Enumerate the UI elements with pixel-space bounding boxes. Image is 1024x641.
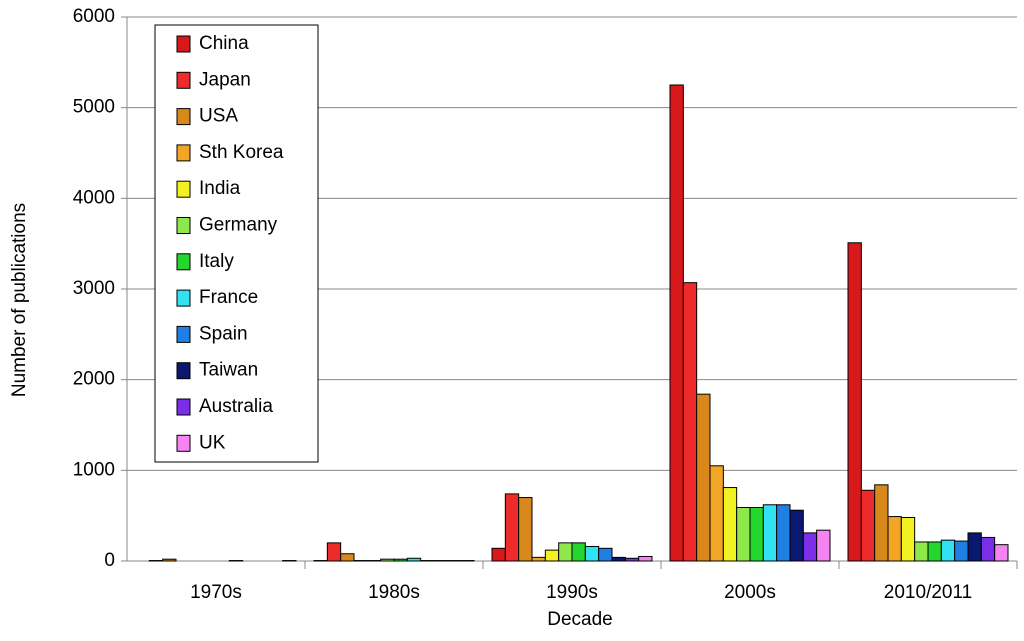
legend-label: India bbox=[199, 178, 241, 199]
x-axis-label: Decade bbox=[547, 609, 613, 630]
legend-swatch bbox=[177, 72, 190, 88]
bar bbox=[559, 543, 572, 561]
y-axis-label: Number of publications bbox=[9, 203, 30, 397]
legend-label: Australia bbox=[199, 396, 273, 417]
bar bbox=[492, 548, 505, 561]
bar bbox=[639, 556, 652, 561]
y-tick-label: 4000 bbox=[73, 187, 115, 208]
bar bbox=[723, 488, 736, 561]
bar bbox=[612, 557, 625, 561]
legend-swatch bbox=[177, 435, 190, 451]
x-tick-label: 2010/2011 bbox=[884, 582, 972, 603]
bar bbox=[572, 543, 585, 561]
bar bbox=[803, 533, 816, 561]
bar bbox=[670, 85, 683, 561]
legend-swatch bbox=[177, 326, 190, 342]
bar bbox=[381, 559, 394, 561]
x-tick-label: 1970s bbox=[190, 582, 242, 603]
bar bbox=[341, 554, 354, 561]
legend-label: Spain bbox=[199, 323, 248, 344]
x-tick-label: 1990s bbox=[546, 582, 598, 603]
bar bbox=[763, 505, 776, 561]
legend-swatch bbox=[177, 290, 190, 306]
bar bbox=[848, 243, 861, 561]
legend-label: UK bbox=[199, 432, 226, 453]
bar bbox=[519, 498, 532, 561]
bar bbox=[697, 394, 710, 561]
legend-swatch bbox=[177, 109, 190, 125]
x-tick-label: 2000s bbox=[724, 582, 776, 603]
legend-label: Germany bbox=[199, 215, 278, 236]
bar bbox=[817, 530, 830, 561]
bar bbox=[875, 485, 888, 561]
legend-swatch bbox=[177, 145, 190, 161]
bar bbox=[625, 558, 638, 561]
bar bbox=[545, 550, 558, 561]
x-tick-label: 1980s bbox=[368, 582, 420, 603]
y-tick-label: 3000 bbox=[73, 278, 115, 299]
y-tick-label: 1000 bbox=[73, 459, 115, 480]
bar bbox=[683, 283, 696, 561]
y-tick-label: 0 bbox=[104, 550, 115, 571]
bar bbox=[995, 545, 1008, 561]
legend-swatch bbox=[177, 363, 190, 379]
bar bbox=[968, 533, 981, 561]
bar bbox=[710, 466, 723, 561]
legend-label: France bbox=[199, 287, 258, 308]
bar bbox=[777, 505, 790, 561]
bar bbox=[737, 508, 750, 561]
legend-swatch bbox=[177, 218, 190, 234]
legend-label: Sth Korea bbox=[199, 142, 284, 163]
bar bbox=[901, 517, 914, 561]
y-tick-label: 6000 bbox=[73, 6, 115, 27]
legend-swatch bbox=[177, 399, 190, 415]
bar bbox=[599, 548, 612, 561]
legend-label: Taiwan bbox=[199, 360, 258, 381]
bar bbox=[407, 558, 420, 561]
bar bbox=[915, 542, 928, 561]
bar bbox=[955, 541, 968, 561]
legend-label: USA bbox=[199, 106, 238, 127]
bar bbox=[941, 540, 954, 561]
bar bbox=[394, 559, 407, 561]
bar bbox=[327, 543, 340, 561]
bar bbox=[163, 559, 176, 561]
y-tick-label: 5000 bbox=[73, 97, 115, 118]
legend-label: Japan bbox=[199, 69, 251, 90]
bar bbox=[505, 494, 518, 561]
legend-swatch bbox=[177, 36, 190, 52]
legend-label: Italy bbox=[199, 251, 234, 272]
legend-swatch bbox=[177, 254, 190, 270]
bar bbox=[532, 557, 545, 561]
bar bbox=[888, 517, 901, 561]
bar bbox=[861, 490, 874, 561]
bar bbox=[790, 510, 803, 561]
bar bbox=[981, 537, 994, 561]
y-tick-label: 2000 bbox=[73, 369, 115, 390]
bar bbox=[928, 542, 941, 561]
bar bbox=[585, 546, 598, 561]
bar bbox=[750, 508, 763, 561]
legend-label: China bbox=[199, 33, 249, 54]
legend-swatch bbox=[177, 181, 190, 197]
